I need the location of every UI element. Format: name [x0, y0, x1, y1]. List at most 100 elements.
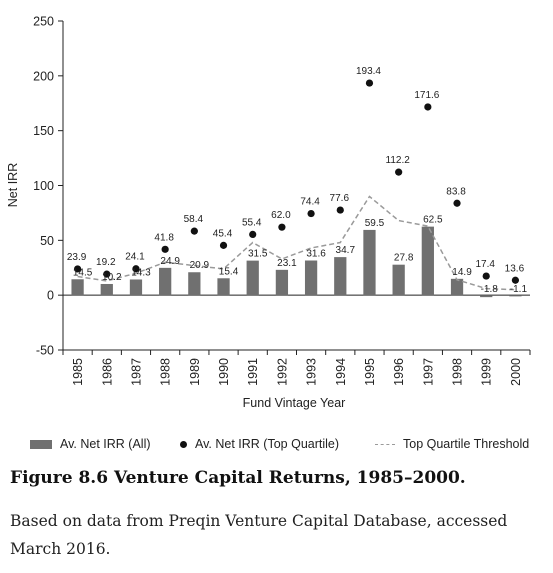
- legend-item-top-quartile: Av. Net IRR (Top Quartile): [178, 437, 339, 451]
- x-tick-label: 1986: [100, 358, 114, 386]
- bar: [363, 229, 376, 296]
- point-value-label: 171.6: [414, 90, 439, 101]
- bar: [275, 269, 289, 296]
- point: [161, 245, 169, 253]
- bar-value-label: 34.7: [336, 245, 356, 256]
- point-value-label: 23.9: [67, 252, 87, 263]
- y-tick-label: 250: [33, 15, 54, 29]
- bar: [304, 260, 318, 296]
- bar-value-label: 15.4: [219, 266, 239, 277]
- point: [190, 227, 198, 235]
- point: [219, 241, 228, 249]
- point: [132, 265, 140, 273]
- x-tick-label: 2000: [509, 358, 523, 386]
- bar-value-label: 59.5: [365, 218, 385, 229]
- bar: [509, 295, 522, 297]
- legend-label-top-quartile: Av. Net IRR (Top Quartile): [195, 437, 340, 451]
- point: [249, 230, 257, 239]
- point-value-label: 77.6: [330, 193, 350, 204]
- x-tick-label: 1992: [275, 358, 289, 386]
- bar: [450, 278, 464, 296]
- point-value-label: 24.1: [125, 252, 145, 263]
- point: [336, 206, 344, 214]
- bar-value-label: 62.5: [423, 215, 443, 226]
- bar-value-label: 10.2: [102, 272, 122, 283]
- figure-caption-note: Based on data from Preqin Venture Capita…: [10, 512, 508, 558]
- bar-value-label: 14.3: [131, 267, 151, 278]
- point: [511, 276, 520, 284]
- x-tick-label: 1995: [363, 358, 377, 386]
- y-axis-label: Net IRR: [6, 163, 20, 207]
- bar: [188, 272, 201, 296]
- figure-caption-title: Figure 8.6 Venture Capital Returns, 1985…: [10, 468, 466, 488]
- legend-dot-swatch: [180, 440, 187, 448]
- data-labels: 14.5 10.2 14.3 24.9 20.9 15.4 31.5 23.1 31.6 34.7…: [67, 66, 528, 295]
- x-axis-label: Fund Vintage Year: [243, 396, 346, 410]
- bar-value-label: -1.1: [510, 284, 528, 295]
- bar-value-label: 27.8: [394, 253, 414, 264]
- bar-value-label: 23.1: [277, 258, 297, 269]
- x-tick-label: 1985: [71, 358, 85, 386]
- point: [453, 199, 461, 207]
- bar: [480, 295, 493, 298]
- bar: [100, 283, 113, 296]
- bar: [246, 260, 259, 296]
- y-tick-label: 0: [47, 289, 54, 303]
- point: [482, 272, 490, 280]
- bar-value-label: 31.5: [248, 249, 268, 260]
- bar-value-label: 20.9: [190, 260, 210, 271]
- bar: [129, 279, 143, 296]
- point-value-label: 58.4: [184, 214, 204, 225]
- point: [278, 223, 286, 231]
- legend-label-all: Av. Net IRR (All): [60, 437, 151, 451]
- y-tick-label: 150: [33, 124, 54, 138]
- bar-value-label: -1.8: [481, 284, 499, 295]
- point-value-label: 17.4: [475, 259, 495, 270]
- legend-item-threshold: Top Quartile Threshold: [375, 437, 529, 451]
- x-tick-label: 1998: [451, 358, 465, 386]
- bar: [159, 267, 172, 296]
- point-value-label: 55.4: [242, 217, 262, 228]
- y-tick-label: 50: [40, 234, 54, 248]
- x-tick-label: 1997: [421, 358, 435, 386]
- bar-value-label: 14.9: [452, 267, 472, 278]
- bar-value-label: 14.5: [73, 267, 93, 278]
- x-tick-label: 1989: [188, 358, 202, 386]
- point-value-label: 83.8: [446, 186, 466, 197]
- bar: [334, 257, 347, 296]
- point: [424, 103, 432, 111]
- venture-capital-returns-chart: -50 0 50 100 150 200 250 1985 1986 1987 1988 1989 19…: [6, 15, 531, 410]
- bar-value-label: 24.9: [160, 256, 180, 267]
- point-value-label: 19.2: [96, 257, 116, 268]
- x-tick-label: 1990: [217, 358, 231, 386]
- point-value-label: 112.2: [386, 155, 411, 166]
- point: [103, 270, 111, 278]
- y-tick-label: -50: [36, 344, 54, 358]
- point-value-label: 13.6: [505, 263, 525, 274]
- legend-label-threshold: Top Quartile Threshold: [403, 437, 530, 451]
- bar: [421, 226, 434, 296]
- x-tick-label: 1988: [159, 358, 173, 386]
- point-value-label: 74.4: [300, 197, 320, 208]
- bar-value-label: 31.6: [306, 249, 326, 260]
- point-value-label: 193.4: [356, 66, 381, 77]
- chart-legend: Av. Net IRR (All) Av. Net IRR (Top Quart…: [0, 437, 553, 457]
- threshold-series: [77, 195, 516, 291]
- x-tick-label: 1999: [480, 358, 494, 386]
- point: [307, 209, 315, 218]
- bar: [217, 278, 230, 296]
- y-tick-label: 200: [33, 69, 54, 83]
- point-value-label: 62.0: [271, 210, 291, 221]
- point-series: [73, 79, 520, 284]
- point: [73, 265, 82, 273]
- threshold-line: [77, 195, 516, 291]
- point: [395, 168, 403, 176]
- chart-axes: -50 0 50 100 150 200 250 1985 1986 1987 1988 1989 19…: [33, 15, 531, 386]
- point-value-label: 41.8: [154, 232, 174, 243]
- bar: [392, 264, 405, 296]
- x-tick-label: 1993: [305, 358, 319, 386]
- x-tick-label: 1987: [129, 358, 143, 386]
- bar-series: [71, 226, 522, 298]
- legend-bar-swatch: [30, 439, 52, 449]
- x-tick-label: 1991: [246, 358, 260, 386]
